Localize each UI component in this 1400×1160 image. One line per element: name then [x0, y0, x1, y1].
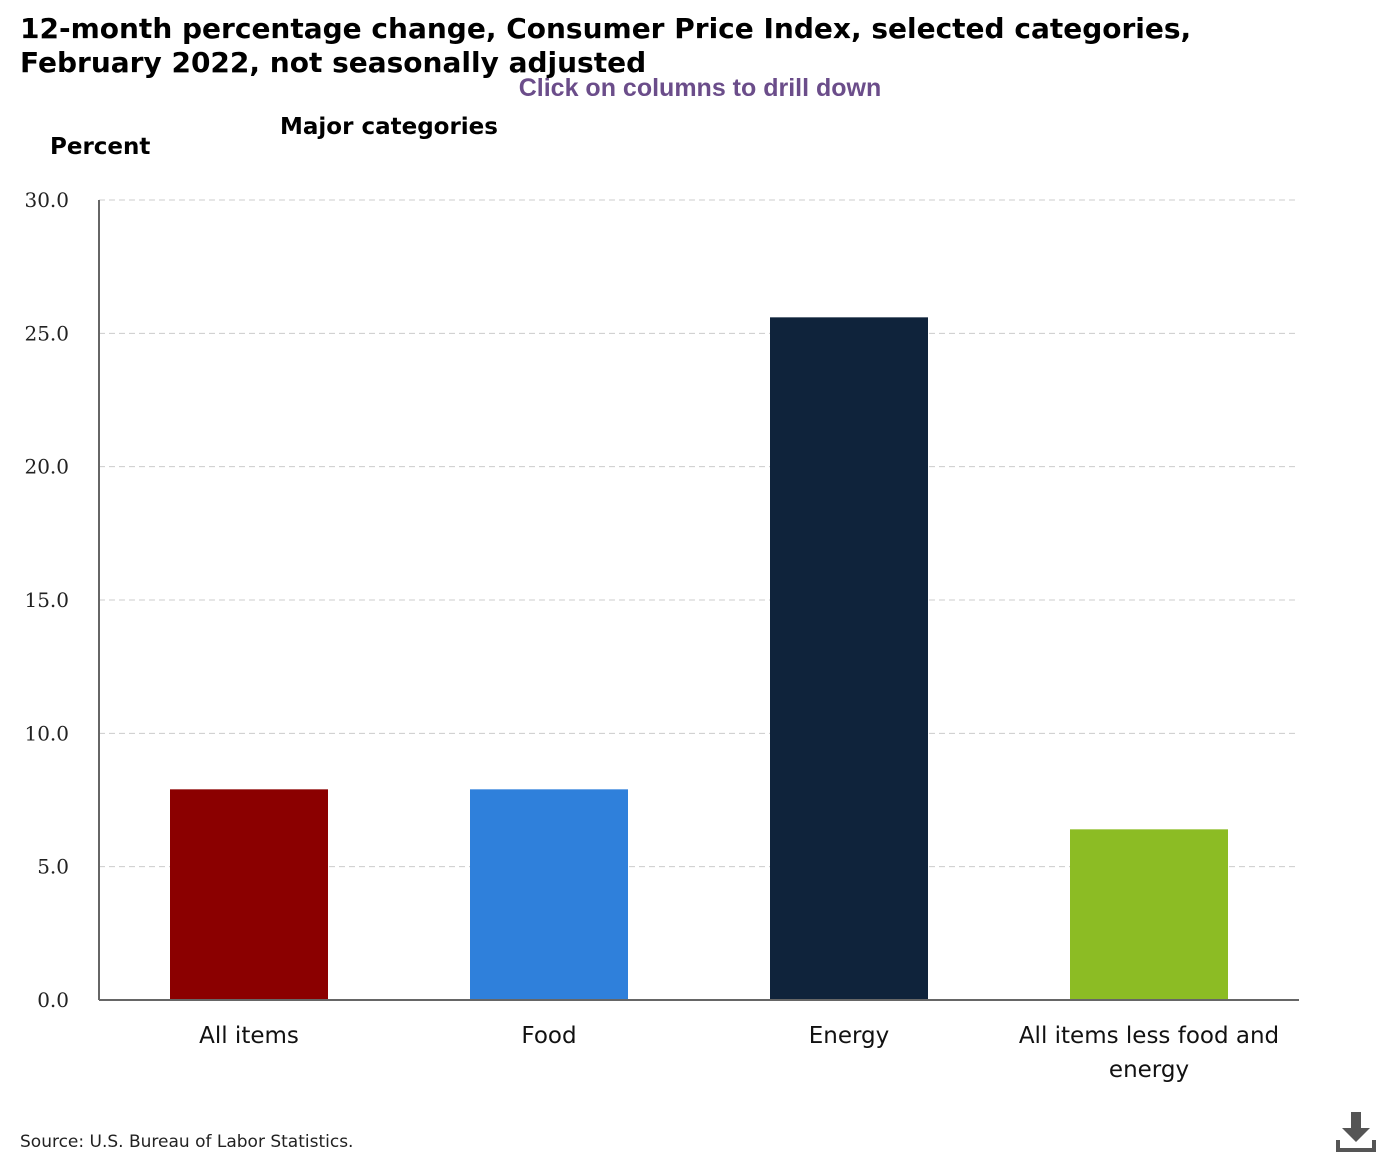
- x-tick-label: Energy: [809, 1023, 890, 1049]
- y-tick-label: 5.0: [37, 855, 69, 879]
- y-tick-label: 20.0: [24, 455, 69, 479]
- chart-title: 12-month percentage change, Consumer Pri…: [20, 12, 1192, 79]
- x-tick-label: Food: [521, 1023, 576, 1049]
- drill-down-hint: Click on columns to drill down: [518, 74, 882, 102]
- y-tick-label: 10.0: [24, 721, 69, 745]
- y-tick-label: 25.0: [24, 321, 69, 345]
- y-axis-ticks: 0.0 5.0 10.0 15.0 20.0 25.0 30.0: [24, 188, 69, 1012]
- bar-all-items-less-food-and-energy[interactable]: [1070, 829, 1228, 1000]
- y-tick-label: 15.0: [24, 588, 69, 612]
- bar-all-items[interactable]: [170, 789, 328, 1000]
- bar-food[interactable]: [470, 789, 628, 1000]
- y-tick-label: 30.0: [24, 188, 69, 212]
- bars[interactable]: [170, 317, 1228, 1000]
- bar-chart: 0.0 5.0 10.0 15.0 20.0 25.0 30.0 All items Food…: [24, 188, 1299, 1083]
- y-axis-label: Percent: [50, 134, 151, 160]
- source-note: Source: U.S. Bureau of Labor Statistics.: [20, 1132, 354, 1152]
- x-axis-labels: All items Food Energy All items less food a…: [199, 1023, 1279, 1083]
- y-tick-label: 0.0: [37, 988, 69, 1012]
- bar-energy[interactable]: [770, 317, 928, 1000]
- x-tick-label: All items: [199, 1023, 299, 1049]
- chart-subtitle: Major categories: [280, 114, 498, 140]
- download-button[interactable]: [1332, 1108, 1380, 1156]
- grid-lines: [99, 199, 1299, 868]
- download-icon: [1336, 1112, 1376, 1152]
- x-tick-label: All items less food and energy: [1019, 1023, 1279, 1083]
